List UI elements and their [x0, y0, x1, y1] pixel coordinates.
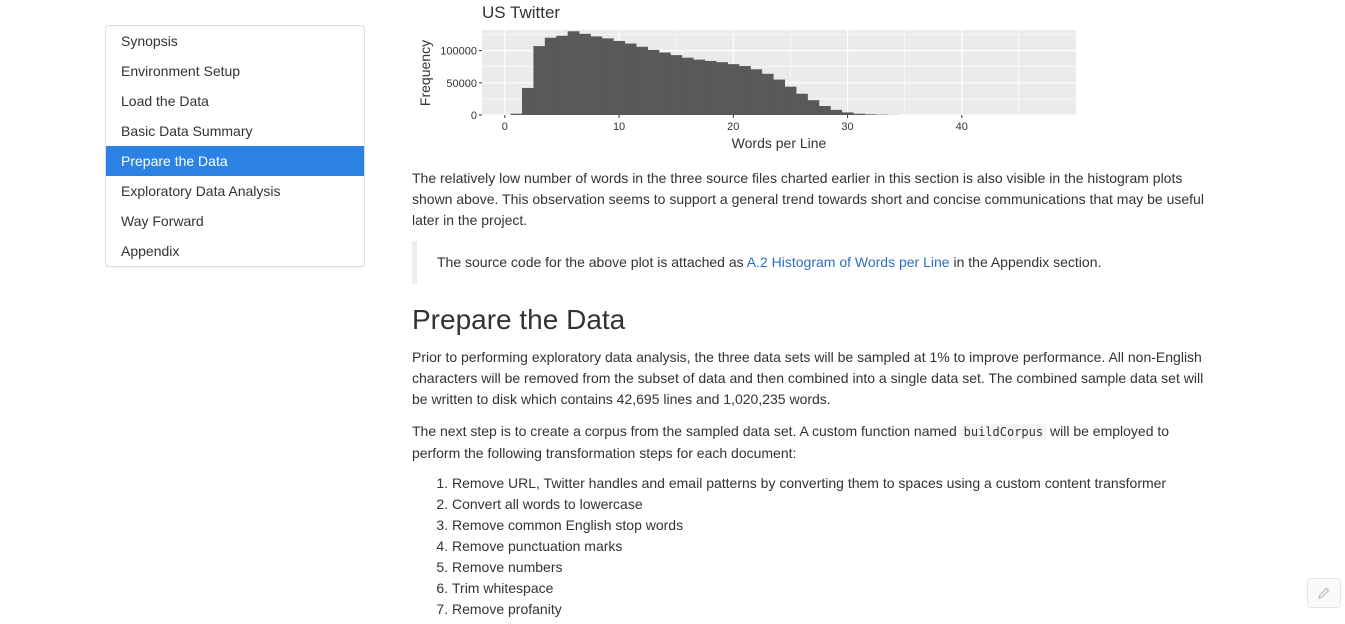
histogram-bar: [636, 46, 648, 115]
histogram-bar: [716, 62, 728, 115]
histogram-bar: [818, 105, 831, 115]
x-tick-label: 0: [502, 121, 508, 133]
histogram-bar: [624, 43, 637, 115]
edit-button[interactable]: [1307, 578, 1341, 608]
list-item: Trim whitespace: [452, 578, 1166, 599]
histogram-bar: [807, 100, 820, 115]
histogram-bar: [773, 79, 786, 115]
histogram-bar: [704, 60, 717, 115]
corpus-text-before: The next step is to create a corpus from…: [412, 423, 961, 439]
histogram-bar: [761, 73, 774, 115]
x-axis-label: Words per Line: [732, 135, 827, 151]
histogram-bar: [521, 87, 534, 115]
histogram-bar: [864, 114, 877, 115]
histogram-bar: [556, 35, 568, 115]
corpus-text-after: will be employed to perform the followin…: [412, 423, 1170, 461]
source-code-note: The source code for the above plot is at…: [412, 241, 1217, 284]
appendix-link[interactable]: A.2 Histogram of Words per Line: [746, 254, 950, 270]
list-item: Remove URL, Twitter handles and email pa…: [452, 473, 1166, 494]
histogram-bar: [681, 57, 694, 115]
y-tick-label: 50000: [446, 78, 477, 90]
histogram-bar: [830, 109, 843, 115]
sampling-paragraph: Prior to performing exploratory data ana…: [412, 349, 1204, 407]
toc-item-synopsis[interactable]: Synopsis: [121, 33, 178, 49]
histogram-bar: [784, 86, 797, 115]
histogram-bar: [727, 64, 740, 115]
y-axis: 0 50000 100000: [440, 46, 482, 122]
chart-title: US Twitter: [482, 3, 560, 22]
histogram-bar: [579, 33, 591, 116]
y-axis-label: Frequency: [417, 40, 433, 106]
y-tick-label: 100000: [440, 46, 477, 58]
histogram-bar: [590, 36, 603, 115]
x-tick-label: 30: [841, 121, 853, 133]
histogram-bar: [510, 113, 523, 115]
histogram-svg: US Twitter 0 50000 100000 0 10 20 30 40 Freque…: [417, 3, 1076, 151]
toc-item-way-forward[interactable]: Way Forward: [121, 213, 204, 229]
histogram-bar: [853, 113, 865, 115]
histogram-bar: [567, 31, 580, 115]
histogram-bar: [601, 38, 614, 115]
x-tick-label: 20: [727, 121, 739, 133]
toc-item-prepare-the-data[interactable]: Prepare the Data: [106, 146, 364, 176]
x-axis: 0 10 20 30 40: [502, 115, 968, 133]
list-item: Remove punctuation marks: [452, 536, 1166, 557]
note-text-after: in the Appendix section.: [949, 254, 1102, 270]
histogram-bar: [841, 112, 854, 115]
toc-item-basic-data-summary[interactable]: Basic Data Summary: [121, 123, 253, 139]
histogram-bar: [750, 69, 763, 115]
x-tick-label: 40: [956, 121, 968, 133]
list-item: Remove common English stop words: [452, 515, 1166, 536]
histogram-chart: US Twitter 0 50000 100000 0 10 20 30 40 Freque…: [412, 0, 1092, 160]
histogram-bar: [693, 59, 706, 115]
function-name-code: buildCorpus: [960, 424, 1047, 440]
histogram-bar: [739, 66, 751, 115]
transformation-steps-list: Remove URL, Twitter handles and email pa…: [412, 473, 1166, 620]
histogram-bar: [613, 40, 626, 115]
note-text-before: The source code for the above plot is at…: [437, 254, 747, 270]
list-item: Remove profanity: [452, 599, 1166, 620]
toc-item-appendix[interactable]: Appendix: [121, 243, 180, 259]
histogram-bar: [647, 49, 660, 115]
histogram-bar: [533, 46, 546, 116]
y-tick-label: 0: [471, 110, 477, 122]
section-title: Prepare the Data: [412, 304, 626, 335]
toc-item-load-the-data[interactable]: Load the Data: [121, 93, 209, 109]
list-item: Remove numbers: [452, 557, 1166, 578]
list-item: Convert all words to lowercase: [452, 494, 1166, 515]
histogram-bar: [544, 37, 557, 115]
table-of-contents: Synopsis Environment Setup Load the Data…: [105, 25, 365, 267]
toc-item-environment-setup[interactable]: Environment Setup: [121, 63, 241, 79]
pencil-icon: [1318, 587, 1330, 599]
histogram-bar: [659, 52, 671, 115]
corpus-paragraph: The next step is to create a corpus from…: [412, 421, 1217, 464]
histogram-bar: [670, 55, 683, 115]
toc-item-exploratory-data-analysis[interactable]: Exploratory Data Analysis: [121, 183, 281, 199]
histogram-bar: [796, 93, 808, 115]
histogram-bars: [510, 31, 900, 116]
x-tick-label: 10: [613, 121, 625, 133]
histogram-discussion-paragraph: The relatively low number of words in th…: [412, 170, 1204, 228]
